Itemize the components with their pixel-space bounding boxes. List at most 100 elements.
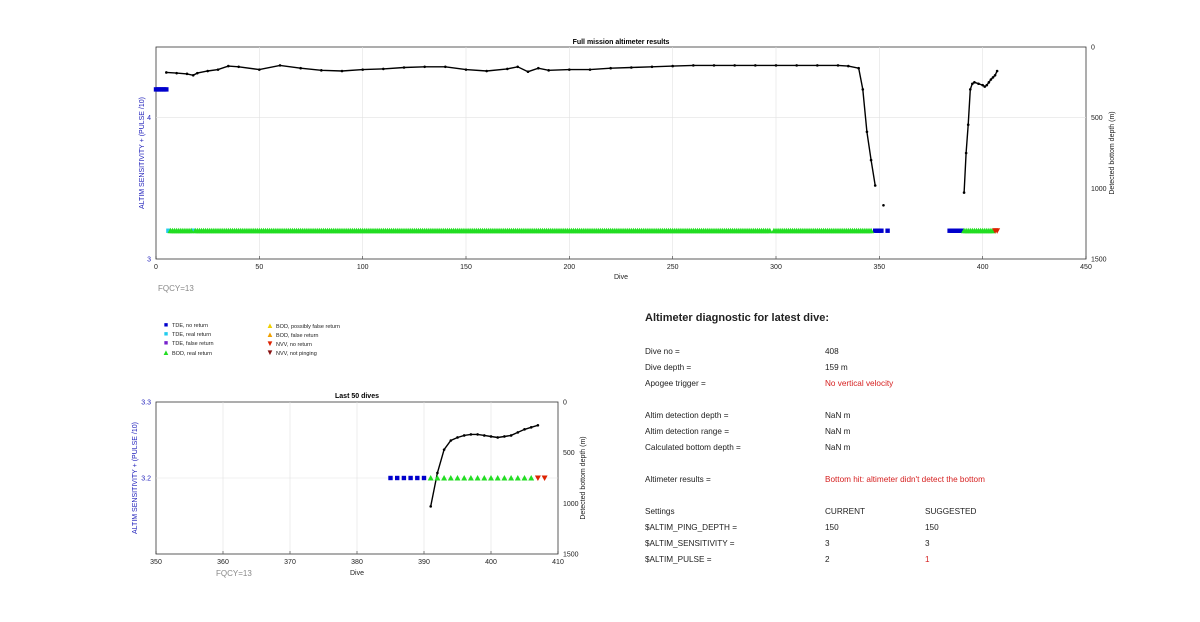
legend-item: ▼ NVV, no return <box>264 339 312 349</box>
y-left-tick-label: 3.2 <box>141 476 151 483</box>
y-right-tick-label: 1000 <box>563 501 579 508</box>
depth-point <box>865 130 869 134</box>
diagnostic-title: Altimeter diagnostic for latest dive: <box>645 312 829 324</box>
legend-triangle-down-icon: ▼ <box>266 348 274 357</box>
depth-line <box>166 64 876 186</box>
x-tick-label: 360 <box>217 559 229 566</box>
depth-point <box>340 69 344 73</box>
legend-triangle-down-icon: ▼ <box>266 339 274 348</box>
setting-current: 2 <box>825 555 830 564</box>
depth-point <box>237 65 240 69</box>
top-ticks: 0 50 100 150 200 250 300 350 400 450 3 4 0 500 1000 150… <box>147 45 1107 272</box>
square-marker <box>164 87 169 92</box>
triangle-up-marker <box>508 475 515 481</box>
depth-point <box>464 68 468 71</box>
depth-point <box>191 73 195 77</box>
suggested-header: SUGGESTED <box>925 507 977 516</box>
triangle-down-marker <box>994 228 1001 234</box>
depth-point <box>588 68 592 71</box>
y-right-tick-label: 1500 <box>1091 257 1107 264</box>
triangle-up-marker <box>188 227 195 234</box>
square-marker <box>191 228 196 233</box>
depth-point <box>429 505 433 508</box>
square-marker <box>421 475 427 481</box>
triangle-up-marker <box>766 227 773 234</box>
top-chart-title: Full mission altimeter results <box>573 39 670 46</box>
depth-point <box>456 436 459 439</box>
depth-point <box>523 428 526 431</box>
y-right-tick-label: 1500 <box>563 552 579 559</box>
x-tick-label: 350 <box>873 264 885 271</box>
setting-row: $ALTIM_SENSITIVITY = 3 3 <box>645 538 1065 550</box>
depth-point <box>175 71 178 75</box>
depth-point <box>449 439 453 442</box>
square-marker <box>879 228 884 233</box>
depth-point <box>973 81 976 84</box>
depth-point <box>509 434 513 437</box>
y-right-tick-label: 1000 <box>1091 186 1107 193</box>
x-tick-label: 300 <box>770 264 782 271</box>
depth-point <box>993 73 997 77</box>
square-marker <box>395 475 400 481</box>
y-right-tick-label: 500 <box>1091 115 1103 122</box>
triangle-up-marker <box>461 475 468 481</box>
dive-no-label: Dive no = <box>645 347 680 356</box>
depth-point <box>206 69 209 73</box>
square-marker <box>885 228 890 233</box>
depth-point <box>630 66 633 69</box>
top-plot-area <box>155 46 1087 260</box>
legend-square-icon: ■ <box>163 331 169 338</box>
x-tick-label: 100 <box>357 264 369 271</box>
calculated-depth-row: Calculated bottom depth = NaN m <box>645 442 1065 454</box>
triangle-up-marker <box>441 475 448 481</box>
legend-label: NVV, no return <box>276 342 312 348</box>
settings-header-row: Settings CURRENT SUGGESTED <box>645 506 1065 518</box>
calculated-depth-value: NaN m <box>825 443 851 452</box>
depth-point <box>516 431 520 434</box>
triangle-up-marker <box>427 475 434 481</box>
legend-square-icon: ■ <box>163 340 169 347</box>
triangle-up-marker <box>494 475 501 481</box>
x-tick-label: 0 <box>154 264 158 271</box>
depth-point <box>671 64 674 68</box>
bottom-x-label: Dive <box>350 570 364 577</box>
depth-point <box>469 433 473 436</box>
legend-triangle-icon: ▲ <box>266 330 274 339</box>
top-y-left-label: ALTIM SENSITIVITY + (PULSE /10) <box>139 97 146 209</box>
legend-label: NVV, not pinging <box>276 351 317 357</box>
setting-name: $ALTIM_PING_DEPTH = <box>645 523 737 532</box>
depth-point <box>985 83 989 87</box>
triangle-up-marker <box>521 475 528 481</box>
detection-depth-value: NaN m <box>825 411 851 420</box>
bottom-ticks: 350 360 370 380 390 400 410 3.2 3.3 0 500 1000 1500 <box>141 400 578 567</box>
setting-current: 150 <box>825 523 839 532</box>
x-tick-label: 370 <box>284 559 296 566</box>
depth-point <box>526 70 530 74</box>
bottom-marks <box>388 424 548 508</box>
dive-no-value: 408 <box>825 347 839 356</box>
legend-label: TDE, no return <box>172 323 209 329</box>
square-marker <box>401 475 407 481</box>
depth-point <box>547 69 550 72</box>
bottom-y-right-label: Detected bottom depth (m) <box>580 436 587 519</box>
depth-point <box>485 69 488 73</box>
depth-point <box>991 76 995 79</box>
triangle-up-marker <box>474 475 481 481</box>
settings-label: Settings <box>645 507 675 516</box>
depth-point <box>869 158 873 162</box>
depth-point <box>516 65 519 69</box>
y-left-tick-label: 3 <box>147 257 151 264</box>
depth-point <box>971 82 974 86</box>
setting-suggested: 150 <box>925 523 939 532</box>
depth-point <box>609 66 612 70</box>
legend-label: TDE, false return <box>172 341 214 347</box>
x-tick-label: 200 <box>563 264 575 271</box>
legend-item: ▲ BOD, real return <box>160 349 212 358</box>
legend-item: ▲ BOD, false return <box>264 330 318 340</box>
x-tick-label: 50 <box>255 264 263 271</box>
calculated-depth-label: Calculated bottom depth = <box>645 443 741 452</box>
marker-legend: ■ TDE, no return ■ TDE, real return ■ TDE, … <box>160 322 410 362</box>
depth-point <box>436 471 439 475</box>
